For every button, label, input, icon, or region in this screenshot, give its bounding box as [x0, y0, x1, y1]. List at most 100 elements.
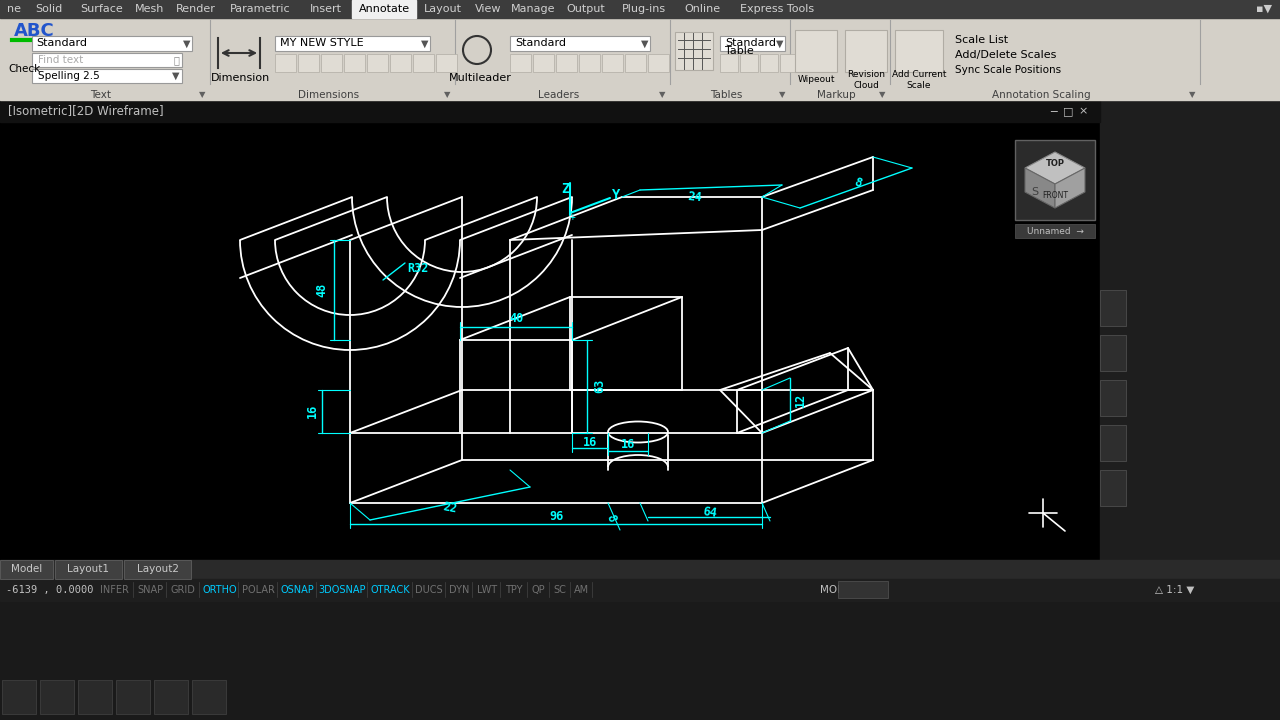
Text: Tables: Tables: [710, 90, 742, 100]
Text: Sync Scale Positions: Sync Scale Positions: [955, 65, 1061, 75]
Text: Model: Model: [10, 564, 42, 575]
Bar: [321, 54, 342, 72]
Bar: [275, 36, 430, 51]
Text: Revision
Cloud: Revision Cloud: [847, 71, 884, 90]
Text: Text: Text: [91, 90, 111, 100]
Text: Express Tools: Express Tools: [740, 4, 814, 14]
Bar: [0, 601, 1280, 720]
Text: Multileader: Multileader: [448, 73, 512, 83]
Bar: [602, 54, 623, 72]
Text: Y: Y: [612, 188, 621, 202]
Text: SC: SC: [554, 585, 567, 595]
Text: Output: Output: [566, 4, 605, 14]
Bar: [845, 30, 887, 72]
Text: ▼: ▼: [879, 91, 886, 99]
Bar: [719, 54, 739, 72]
Bar: [78, 680, 113, 714]
Text: ▼: ▼: [659, 91, 666, 99]
Bar: [719, 36, 785, 51]
Text: OTRACK: OTRACK: [370, 585, 410, 595]
Text: 96: 96: [549, 510, 563, 523]
Bar: [760, 54, 778, 72]
Text: ▼: ▼: [776, 38, 783, 48]
Text: Unnamed  →: Unnamed →: [1027, 227, 1083, 235]
Text: OSNAP: OSNAP: [280, 585, 315, 595]
Bar: [192, 680, 227, 714]
Text: Z: Z: [561, 182, 570, 196]
Text: Dimension: Dimension: [210, 73, 270, 83]
Text: 16: 16: [306, 404, 319, 418]
Bar: [344, 54, 365, 72]
Text: Markup: Markup: [817, 90, 855, 100]
Text: ▪▼: ▪▼: [1256, 4, 1272, 14]
Bar: [1100, 100, 1280, 580]
Bar: [298, 54, 319, 72]
Text: 24: 24: [687, 190, 703, 204]
Text: 🔍: 🔍: [173, 55, 179, 65]
Bar: [390, 54, 411, 72]
Text: -6139 , 0.0000: -6139 , 0.0000: [6, 585, 93, 595]
Bar: [579, 54, 600, 72]
Bar: [367, 54, 388, 72]
Text: ABC: ABC: [14, 22, 55, 40]
Text: Standard: Standard: [36, 38, 87, 48]
Bar: [675, 32, 713, 70]
Bar: [556, 54, 577, 72]
Text: R32: R32: [407, 261, 429, 274]
Text: ▼: ▼: [173, 71, 179, 81]
Bar: [32, 53, 182, 67]
Text: MY NEW STYLE: MY NEW STYLE: [280, 38, 364, 48]
Text: TPY: TPY: [506, 585, 522, 595]
Text: 64: 64: [701, 505, 718, 521]
Polygon shape: [1025, 168, 1055, 208]
Text: Insert: Insert: [310, 4, 342, 14]
Text: Annotation Scaling: Annotation Scaling: [992, 90, 1091, 100]
Text: Solid: Solid: [36, 4, 63, 14]
Bar: [32, 36, 192, 51]
Bar: [895, 30, 943, 72]
Text: Leaders: Leaders: [538, 90, 579, 100]
Bar: [509, 54, 531, 72]
Text: Mesh: Mesh: [136, 4, 165, 14]
Text: Find text: Find text: [38, 55, 83, 65]
Bar: [55, 560, 122, 579]
Text: ▼: ▼: [198, 91, 205, 99]
Bar: [838, 581, 888, 598]
Text: [Isometric][2D Wireframe]: [Isometric][2D Wireframe]: [8, 104, 164, 117]
Text: 40: 40: [509, 312, 524, 325]
Text: Wipeout: Wipeout: [797, 76, 835, 84]
Bar: [0, 560, 1280, 580]
Text: MODEL: MODEL: [820, 585, 858, 595]
Bar: [1100, 380, 1126, 416]
Text: Dimensions: Dimensions: [298, 90, 360, 100]
Text: Standard: Standard: [724, 38, 776, 48]
Text: 8: 8: [604, 513, 618, 523]
Bar: [3, 680, 36, 714]
Text: 63: 63: [594, 379, 607, 393]
Text: 3DOSNAP: 3DOSNAP: [319, 585, 366, 595]
Bar: [795, 30, 837, 72]
Bar: [32, 69, 182, 83]
Text: DUCS: DUCS: [415, 585, 443, 595]
Text: □: □: [1062, 106, 1073, 116]
Text: GRID: GRID: [170, 585, 196, 595]
Bar: [1015, 224, 1094, 238]
Text: DYN: DYN: [449, 585, 470, 595]
Text: Online: Online: [685, 4, 721, 14]
Text: ▼: ▼: [421, 38, 429, 48]
Text: Standard: Standard: [515, 38, 566, 48]
Text: 22: 22: [442, 500, 458, 516]
Text: Manage: Manage: [511, 4, 556, 14]
Text: POLAR: POLAR: [242, 585, 275, 595]
Text: ▼: ▼: [1189, 91, 1196, 99]
Bar: [509, 36, 650, 51]
Text: ▼: ▼: [778, 91, 785, 99]
Polygon shape: [1055, 168, 1085, 208]
Text: Surface: Surface: [79, 4, 123, 14]
Text: FRONT: FRONT: [1042, 192, 1068, 200]
Bar: [436, 54, 457, 72]
Bar: [625, 54, 646, 72]
Bar: [0, 579, 1280, 601]
Text: 16: 16: [621, 438, 635, 451]
Bar: [1100, 335, 1126, 371]
